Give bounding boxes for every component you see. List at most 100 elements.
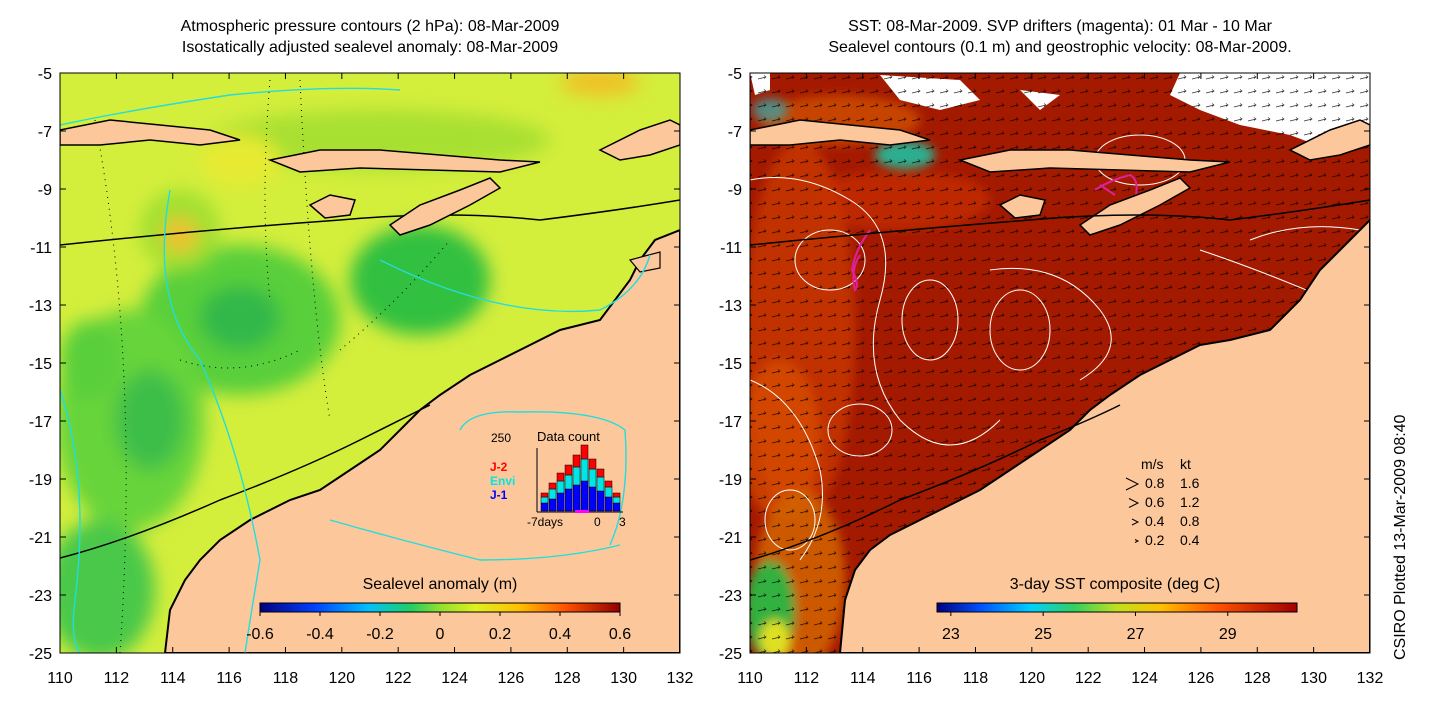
right-title-line1: SST: 08-Mar-2009. SVP drifters (magenta)… (848, 18, 1272, 35)
y-tick-label: -9 (728, 182, 742, 199)
y-tick-label: -13 (719, 298, 742, 315)
x-tick-label: 128 (1244, 670, 1271, 687)
vel-legend-header-ms: m/s (1141, 456, 1164, 472)
inset-bar (540, 502, 549, 512)
inset-bar (556, 492, 565, 512)
inset-xlabel-start: -7days (527, 515, 563, 529)
inset-bar (556, 480, 565, 494)
vel-legend-arrow (1125, 477, 1140, 491)
left-panel-title: Atmospheric pressure contours (2 hPa): 0… (60, 16, 680, 58)
x-tick-label: 126 (1188, 670, 1215, 687)
vel-legend-kt: 1.2 (1180, 494, 1200, 510)
inset-bar (596, 476, 605, 492)
vel-legend-ms: 0.6 (1145, 494, 1165, 510)
inset-bar (612, 492, 621, 498)
inset-bar (580, 458, 589, 482)
sst-map (750, 73, 1370, 653)
x-tick-label: 116 (906, 670, 932, 687)
colorbar-tick-label: 25 (1034, 626, 1052, 643)
inset-bar (556, 472, 565, 482)
y-tick-label: -17 (719, 414, 742, 431)
inset-bar (596, 490, 605, 512)
y-tick-label: -13 (29, 298, 52, 315)
y-tick-label: -9 (38, 182, 52, 199)
y-tick-label: -21 (29, 530, 52, 547)
inset-bar (604, 496, 613, 512)
x-tick-label: 122 (385, 670, 412, 687)
y-tick-label: -25 (29, 646, 52, 663)
y-tick-label: -7 (728, 124, 742, 141)
vel-legend-kt: 0.8 (1180, 513, 1200, 529)
left-colorbar-ticks: -0.6 -0.4 -0.2 0 0.2 0.4 0.6 (246, 612, 631, 643)
y-tick-label: -23 (29, 588, 52, 605)
x-tick-label: 114 (850, 670, 876, 687)
inset-legend-j1: J-1 (490, 488, 508, 502)
x-tick-label: 120 (328, 670, 355, 687)
velocity-legend: m/s kt 0.8 1.6 0.6 1.2 0.4 0.8 0.2 0.4 (1125, 456, 1200, 548)
x-tick-label: 128 (554, 670, 581, 687)
inset-window-marker (575, 510, 589, 513)
y-tick-label: -25 (719, 646, 742, 663)
colorbar-tick-label: 27 (1127, 626, 1145, 643)
y-tick-label: -17 (29, 414, 52, 431)
inset-bar (580, 444, 589, 460)
x-tick-label: 116 (216, 670, 242, 687)
y-tick-label: -19 (29, 472, 52, 489)
colorbar-tick-label: -0.4 (306, 626, 334, 643)
vel-legend-arrow (1128, 498, 1140, 508)
inset-bar (540, 492, 549, 498)
y-tick-label: -15 (29, 356, 52, 373)
x-tick-label: 122 (1075, 670, 1102, 687)
inset-bar (588, 468, 597, 488)
inset-bar (604, 480, 613, 488)
right-title-line2: Sealevel contours (0.1 m) and geostrophi… (828, 39, 1292, 56)
colorbar-tick-label: 0.2 (489, 626, 511, 643)
inset-bar (572, 484, 581, 512)
left-title-line2: Isostatically adjusted sealevel anomaly:… (181, 39, 559, 56)
inset-bar (548, 488, 557, 500)
inset-bar (572, 466, 581, 486)
inset-bar (612, 502, 621, 512)
colorbar-tick-label: 0.4 (549, 626, 571, 643)
y-tick-label: -11 (720, 240, 742, 257)
inset-bar (580, 480, 589, 512)
vel-legend-ms: 0.8 (1145, 475, 1165, 491)
x-tick-label: 118 (963, 670, 989, 687)
colorbar-tick-label: -0.6 (246, 626, 274, 643)
colorbar-tick-label: 23 (942, 626, 960, 643)
colorbar-tick-label: 0 (436, 626, 445, 643)
x-tick-label: 130 (1300, 670, 1327, 687)
x-tick-label: 118 (273, 670, 299, 687)
inset-bar (612, 496, 621, 504)
y-tick-label: -23 (719, 588, 742, 605)
x-tick-label: 124 (441, 670, 468, 687)
vel-legend-kt: 1.6 (1180, 475, 1200, 491)
inset-bar (564, 474, 573, 490)
vel-legend-ms: 0.2 (1145, 532, 1165, 548)
x-tick-label: 110 (737, 670, 763, 687)
x-tick-label: 132 (1357, 670, 1384, 687)
inset-legend-envi: Envi (490, 474, 515, 488)
left-colorbar (259, 602, 621, 613)
y-tick-label: -5 (38, 66, 52, 83)
x-tick-label: 112 (104, 670, 130, 687)
colorbar-tick-label: 0.6 (609, 626, 631, 643)
y-tick-label: -5 (728, 66, 742, 83)
inset-xlabel-end: 3 (619, 515, 626, 529)
inset-xlabel-zero: 0 (594, 515, 601, 529)
inset-bar (572, 454, 581, 468)
inset-bar (540, 496, 549, 504)
inset-bar (596, 468, 605, 478)
inset-ymax: 250 (491, 431, 511, 445)
x-tick-label: 110 (47, 670, 73, 687)
left-axes: -5 -7 -9 -11 -13 -15 -17 -19 -21 -23 -25 110 112 114 1… (29, 66, 694, 687)
sealevel-anomaly-map (60, 73, 680, 653)
colorbar-tick-label: 29 (1219, 626, 1237, 643)
data-count-inset: 250 Data count J-2 Envi J-1 -7days 0 3 (490, 429, 626, 529)
left-title-line1: Atmospheric pressure contours (2 hPa): 0… (180, 18, 560, 35)
x-tick-label: 132 (667, 670, 694, 687)
vel-legend-header-kt: kt (1180, 456, 1191, 472)
right-colorbar (936, 602, 1298, 613)
x-tick-label: 120 (1018, 670, 1045, 687)
